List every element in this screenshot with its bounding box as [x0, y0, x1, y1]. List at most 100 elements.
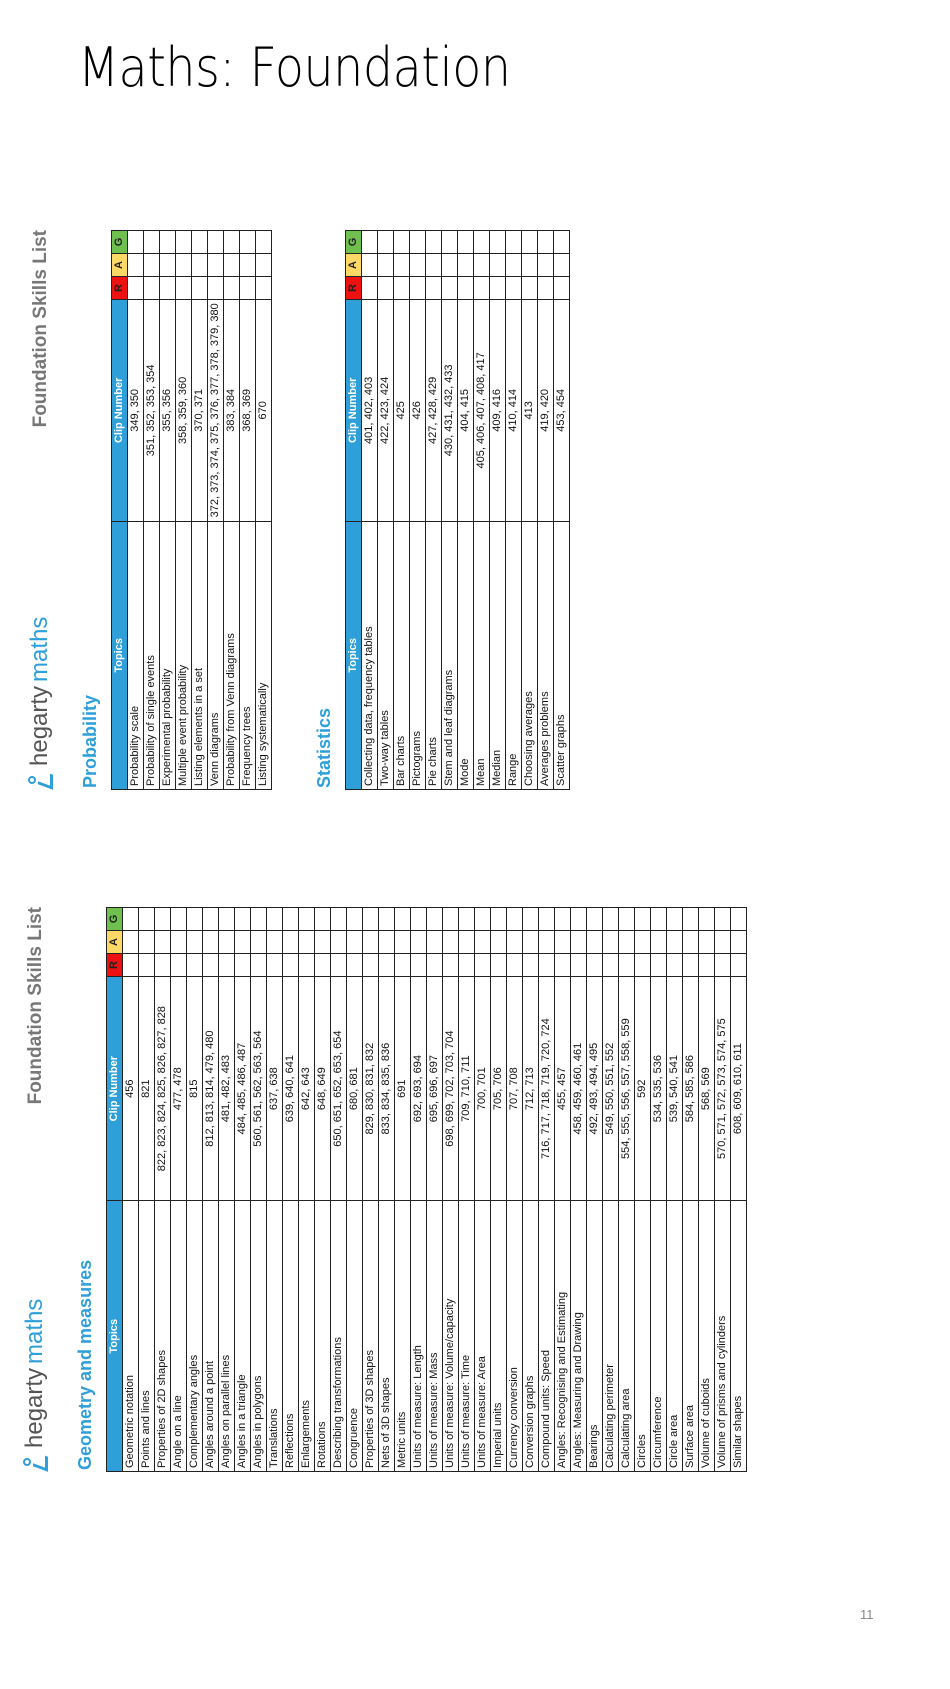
rag-amber-checkbox[interactable] [442, 930, 459, 954]
rag-green-checkbox[interactable] [377, 230, 394, 254]
rag-red-checkbox[interactable] [394, 953, 411, 977]
rag-red-checkbox[interactable] [143, 276, 160, 300]
rag-amber-checkbox[interactable] [282, 930, 299, 954]
rag-green-checkbox[interactable] [346, 907, 363, 931]
rag-green-checkbox[interactable] [506, 907, 523, 931]
rag-amber-checkbox[interactable] [554, 930, 571, 954]
rag-green-checkbox[interactable] [282, 907, 299, 931]
rag-red-checkbox[interactable] [473, 276, 490, 300]
rag-amber-checkbox[interactable] [457, 253, 474, 277]
rag-red-checkbox[interactable] [223, 276, 240, 300]
rag-green-checkbox[interactable] [393, 230, 410, 254]
rag-red-checkbox[interactable] [521, 276, 538, 300]
rag-green-checkbox[interactable] [554, 907, 571, 931]
rag-amber-checkbox[interactable] [714, 930, 731, 954]
rag-red-checkbox[interactable] [410, 953, 427, 977]
rag-amber-checkbox[interactable] [218, 930, 235, 954]
rag-green-checkbox[interactable] [409, 230, 426, 254]
rag-amber-checkbox[interactable] [186, 930, 203, 954]
rag-red-checkbox[interactable] [425, 276, 442, 300]
rag-green-checkbox[interactable] [441, 230, 458, 254]
rag-red-checkbox[interactable] [393, 276, 410, 300]
rag-red-checkbox[interactable] [586, 953, 603, 977]
rag-amber-checkbox[interactable] [490, 930, 507, 954]
rag-red-checkbox[interactable] [298, 953, 315, 977]
rag-red-checkbox[interactable] [266, 953, 283, 977]
rag-red-checkbox[interactable] [698, 953, 715, 977]
rag-red-checkbox[interactable] [489, 276, 506, 300]
rag-amber-checkbox[interactable] [682, 930, 699, 954]
rag-green-checkbox[interactable] [266, 907, 283, 931]
rag-green-checkbox[interactable] [175, 230, 192, 254]
rag-amber-checkbox[interactable] [255, 253, 272, 277]
rag-red-checkbox[interactable] [426, 953, 443, 977]
rag-green-checkbox[interactable] [458, 907, 475, 931]
rag-red-checkbox[interactable] [361, 276, 378, 300]
rag-red-checkbox[interactable] [682, 953, 699, 977]
rag-green-checkbox[interactable] [255, 230, 272, 254]
rag-amber-checkbox[interactable] [202, 930, 219, 954]
rag-amber-checkbox[interactable] [207, 253, 224, 277]
rag-green-checkbox[interactable] [522, 907, 539, 931]
rag-red-checkbox[interactable] [239, 276, 256, 300]
rag-amber-checkbox[interactable] [346, 930, 363, 954]
rag-red-checkbox[interactable] [570, 953, 587, 977]
rag-amber-checkbox[interactable] [127, 253, 144, 277]
rag-green-checkbox[interactable] [154, 907, 171, 931]
rag-red-checkbox[interactable] [490, 953, 507, 977]
rag-red-checkbox[interactable] [186, 953, 203, 977]
rag-amber-checkbox[interactable] [393, 253, 410, 277]
rag-red-checkbox[interactable] [505, 276, 522, 300]
rag-red-checkbox[interactable] [330, 953, 347, 977]
rag-amber-checkbox[interactable] [426, 930, 443, 954]
rag-amber-checkbox[interactable] [250, 930, 267, 954]
rag-green-checkbox[interactable] [170, 907, 187, 931]
rag-red-checkbox[interactable] [127, 276, 144, 300]
rag-amber-checkbox[interactable] [666, 930, 683, 954]
rag-green-checkbox[interactable] [186, 907, 203, 931]
rag-amber-checkbox[interactable] [522, 930, 539, 954]
rag-amber-checkbox[interactable] [298, 930, 315, 954]
rag-red-checkbox[interactable] [522, 953, 539, 977]
rag-red-checkbox[interactable] [377, 276, 394, 300]
rag-green-checkbox[interactable] [138, 907, 155, 931]
rag-red-checkbox[interactable] [650, 953, 667, 977]
rag-amber-checkbox[interactable] [239, 253, 256, 277]
rag-green-checkbox[interactable] [442, 907, 459, 931]
rag-green-checkbox[interactable] [314, 907, 331, 931]
rag-red-checkbox[interactable] [122, 953, 139, 977]
rag-green-checkbox[interactable] [505, 230, 522, 254]
rag-amber-checkbox[interactable] [175, 253, 192, 277]
rag-red-checkbox[interactable] [154, 953, 171, 977]
rag-amber-checkbox[interactable] [698, 930, 715, 954]
rag-amber-checkbox[interactable] [159, 253, 176, 277]
rag-green-checkbox[interactable] [223, 230, 240, 254]
rag-amber-checkbox[interactable] [378, 930, 395, 954]
rag-amber-checkbox[interactable] [361, 253, 378, 277]
rag-red-checkbox[interactable] [218, 953, 235, 977]
rag-green-checkbox[interactable] [207, 230, 224, 254]
rag-green-checkbox[interactable] [191, 230, 208, 254]
rag-red-checkbox[interactable] [314, 953, 331, 977]
rag-red-checkbox[interactable] [175, 276, 192, 300]
rag-green-checkbox[interactable] [143, 230, 160, 254]
rag-green-checkbox[interactable] [602, 907, 619, 931]
rag-green-checkbox[interactable] [426, 907, 443, 931]
rag-red-checkbox[interactable] [730, 953, 747, 977]
rag-red-checkbox[interactable] [362, 953, 379, 977]
rag-green-checkbox[interactable] [521, 230, 538, 254]
rag-amber-checkbox[interactable] [441, 253, 458, 277]
rag-green-checkbox[interactable] [362, 907, 379, 931]
rag-red-checkbox[interactable] [474, 953, 491, 977]
rag-green-checkbox[interactable] [122, 907, 139, 931]
rag-green-checkbox[interactable] [666, 907, 683, 931]
rag-green-checkbox[interactable] [489, 230, 506, 254]
rag-amber-checkbox[interactable] [314, 930, 331, 954]
rag-green-checkbox[interactable] [250, 907, 267, 931]
rag-red-checkbox[interactable] [255, 276, 272, 300]
rag-amber-checkbox[interactable] [586, 930, 603, 954]
rag-red-checkbox[interactable] [159, 276, 176, 300]
rag-red-checkbox[interactable] [170, 953, 187, 977]
rag-green-checkbox[interactable] [457, 230, 474, 254]
rag-amber-checkbox[interactable] [394, 930, 411, 954]
